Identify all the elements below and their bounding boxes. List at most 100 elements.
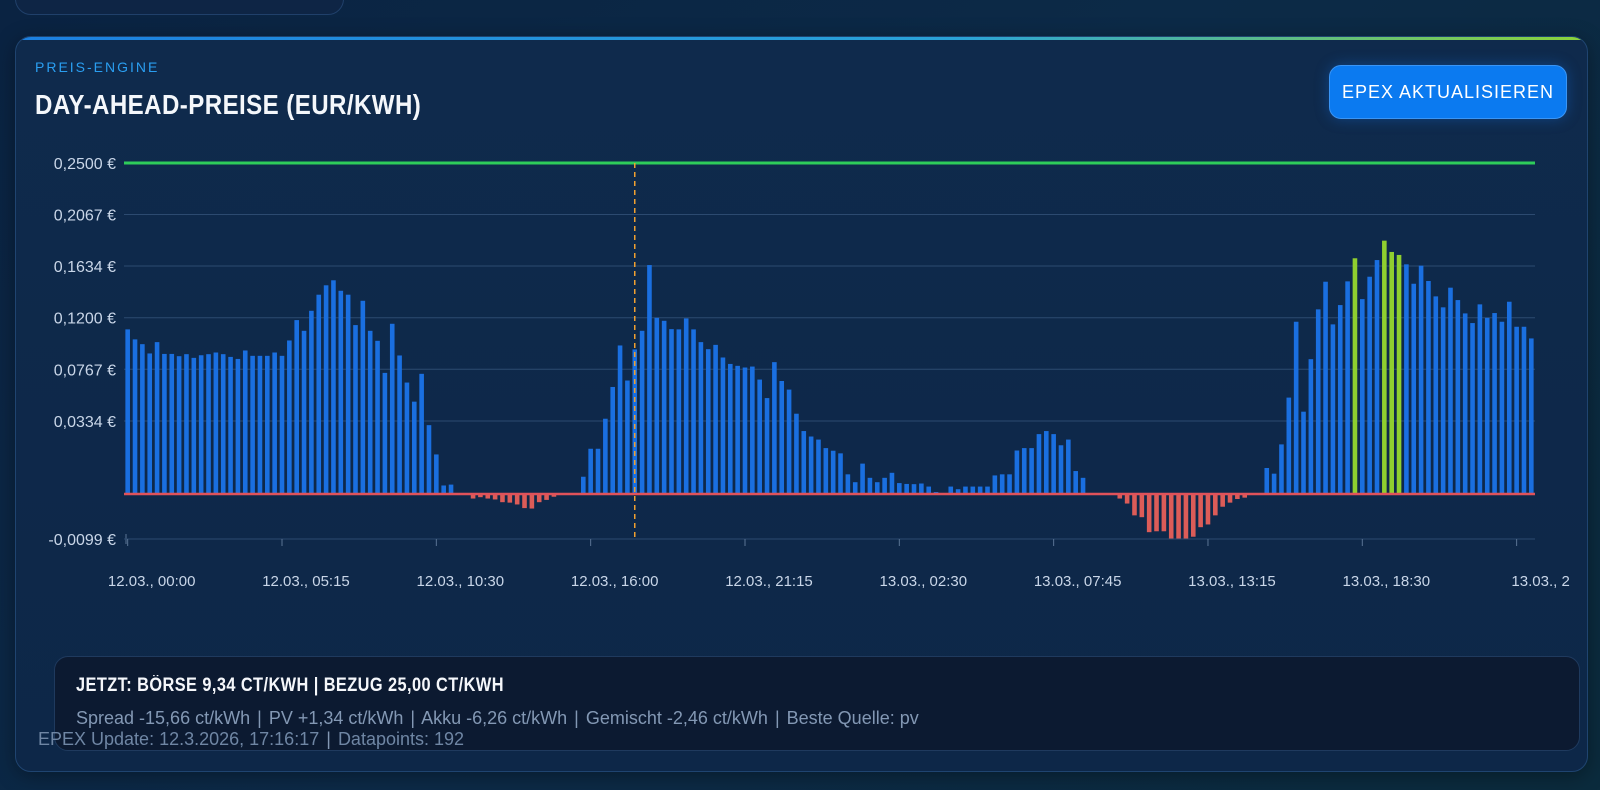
price-bar [639,330,645,494]
card-accent-bar [16,37,1587,40]
price-bar [1058,445,1064,494]
price-bar [1183,494,1189,539]
price-bar [287,340,292,494]
page-title: DAY-AHEAD-PREISE (EUR/KWH) [35,89,422,120]
price-bar [1168,494,1174,539]
price-bar [382,372,388,494]
price-bar [551,494,557,497]
price-bar [691,329,696,494]
price-bar [757,379,762,494]
separator: | [774,708,780,728]
price-bar [1264,467,1270,494]
price-bar [1080,477,1086,494]
price-bar [617,345,623,494]
price-bar [1462,313,1468,494]
price-bar [1433,296,1439,494]
price-bar [595,448,601,494]
price-bar [654,317,660,494]
price-bar [830,450,836,494]
y-tick-label: 0,2067 € [54,208,116,225]
price-bar [720,357,726,494]
price-bar [1073,471,1078,494]
price-bar [1389,251,1394,494]
price-bar [647,265,652,494]
price-bar [1271,473,1277,494]
price-bar [1506,301,1512,494]
price-bar [1051,434,1056,494]
price-bar [779,381,785,494]
price-bar [764,398,770,494]
price-bar [1021,448,1027,494]
price-bar [162,353,167,494]
price-bar [198,355,204,494]
price-bar [1411,283,1417,494]
price-bar [507,494,513,503]
mixed-value: Gemischt -2,46 ct/kWh [585,708,768,728]
price-bar [1315,309,1321,494]
separator: | [326,729,331,749]
price-bar [1066,439,1071,494]
price-bar [1514,326,1519,494]
battery-value: Akku -6,26 ct/kWh [421,708,568,728]
price-bar [257,355,263,494]
price-bar [867,477,873,494]
price-bar [184,354,189,494]
y-tick-label: 0,1200 € [54,311,116,328]
price-bar [250,355,255,494]
price-bar [1345,281,1350,494]
y-tick-label: 0,0767 € [54,362,116,379]
price-bar [1367,276,1372,494]
price-bar [1418,265,1424,494]
price-bar [294,320,300,494]
price-bar [963,486,968,494]
price-bar [1301,411,1306,494]
price-bar [1190,494,1196,537]
price-bar [345,294,351,494]
price-bar [434,454,439,494]
price-bar [1220,494,1225,507]
price-bar [500,494,505,503]
price-bar [926,486,932,494]
price-bar [860,463,865,494]
datapoints-count: Datapoints: 192 [337,729,465,749]
price-bar [367,330,373,494]
x-tick-label: 13.03., 18:30 [1343,573,1431,590]
price-bar [419,373,424,494]
price-bar [536,494,542,503]
price-bar [1404,264,1409,494]
price-bar [889,472,895,494]
pv-value: PV +1,34 ct/kWh [268,708,404,728]
price-bar [1308,359,1314,494]
best-source: Beste Quelle: pv [786,708,919,728]
price-bar [1154,494,1159,532]
price-bar [1279,444,1284,494]
epex-refresh-button[interactable]: EPEX AKTUALISIEREN [1329,65,1567,119]
price-bar [705,349,711,494]
price-bar [1448,287,1453,494]
price-bar [1286,397,1292,494]
x-tick-label: 13.03., 13:15 [1188,573,1276,590]
price-bar [309,310,314,494]
price-bar [353,325,358,494]
price-bar [823,448,829,494]
price-bar [698,342,704,494]
summary-details: Spread -15,66 ct/kWh | PV +1,34 ct/kWh |… [76,708,919,729]
price-bar [478,494,483,498]
price-bar [1455,300,1461,494]
summary-title: JETZT: BÖRSE 9,34 CT/KWH | BEZUG 25,00 C… [76,675,504,696]
price-bar [999,474,1005,494]
price-bar [948,486,954,494]
price-bar [1161,494,1167,532]
price-bar [360,300,366,494]
price-bar [911,484,917,494]
price-bar [1242,494,1248,498]
price-bar [397,355,402,494]
price-bar [242,350,248,494]
price-bar [588,448,593,494]
price-bar [176,356,182,494]
y-tick-label: 0,2500 € [54,156,116,173]
price-bar [970,486,976,494]
price-bar [742,367,748,494]
price-bar [1484,317,1490,494]
